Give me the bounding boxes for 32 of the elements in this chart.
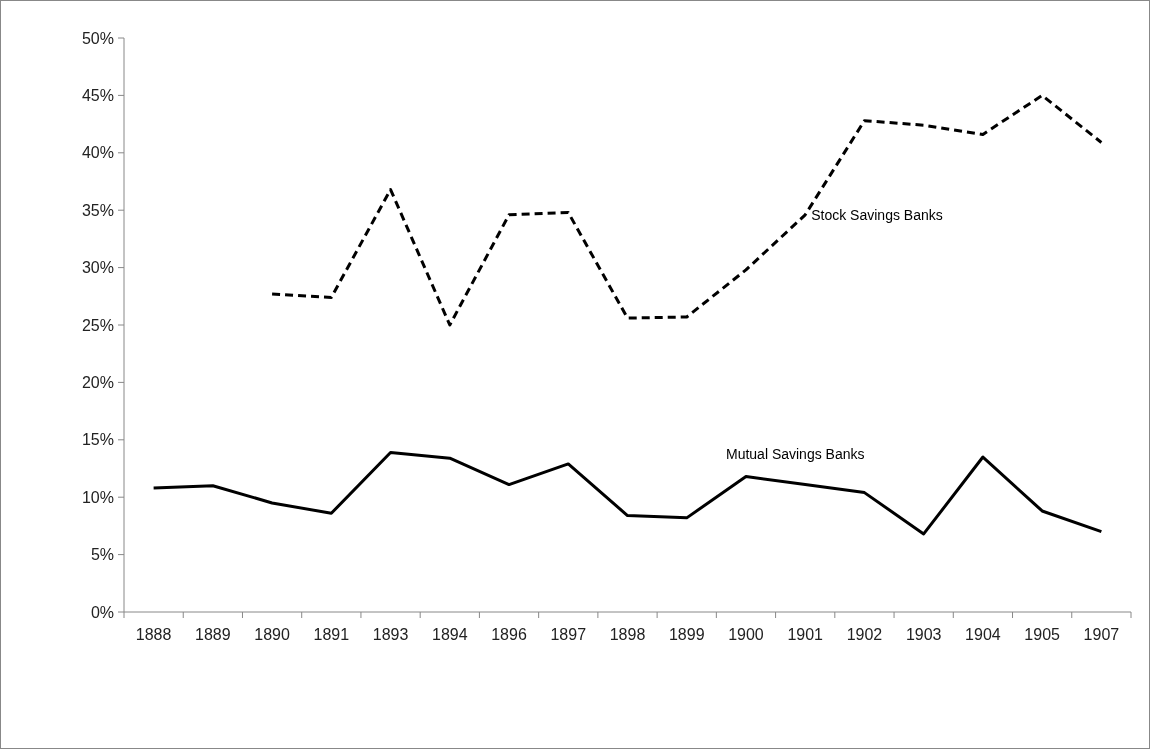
y-tick-label: 20% [81,374,114,391]
y-tick-label: 40% [81,144,114,162]
x-tick-label: 1894 [432,626,468,643]
y-tick-label: 0% [90,603,114,621]
x-tick-label: 1900 [728,626,764,643]
line-series [152,450,1103,536]
x-tick-label: 1903 [905,626,942,643]
x-tick-label: 1902 [846,626,883,643]
y-tick-label: 30% [81,259,114,277]
x-tick-label: 1905 [1024,626,1061,643]
x-tick-label: 1896 [491,626,527,643]
series-label: Stock Savings Banks [811,206,943,223]
x-tick-label: 1904 [965,626,1001,643]
x-tick-label: 1907 [1083,626,1120,643]
x-tick-label: 1897 [550,626,587,643]
series-label: Mutual Savings Banks [725,445,865,462]
y-tick-label: 25% [81,316,114,334]
line-series [270,93,1103,327]
x-tick-label: 1888 [135,626,172,643]
y-tick-label: 50% [81,29,114,47]
y-tick-label: 10% [81,488,114,506]
y-tick-label: 5% [90,546,114,564]
x-tick-label: 1893 [372,626,409,643]
x-tick-label: 1891 [313,626,350,643]
x-tick-label: 1898 [609,626,646,643]
y-tick-label: 45% [81,87,114,104]
x-tick-label: 1899 [668,626,705,643]
x-tick-label: 1901 [787,626,824,643]
x-tick-label: 1889 [195,626,231,643]
x-tick-label: 1890 [254,626,290,643]
y-tick-label: 15% [81,431,114,449]
y-tick-label: 35% [81,201,114,219]
